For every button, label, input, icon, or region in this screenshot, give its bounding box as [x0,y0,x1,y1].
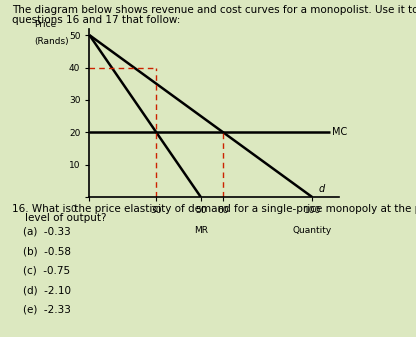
Text: (a)  -0.33: (a) -0.33 [23,226,71,237]
Text: Quantity: Quantity [293,226,332,235]
Text: (c)  -0.75: (c) -0.75 [23,266,70,276]
Text: d: d [319,184,325,194]
Text: level of output?: level of output? [12,213,107,223]
Text: 16. What is the price elasticity of demand for a single-price monopoly at the pr: 16. What is the price elasticity of dema… [12,204,416,214]
Text: The diagram below shows revenue and cost curves for a monopolist. Use it to answ: The diagram below shows revenue and cost… [12,5,416,15]
Text: MR: MR [194,226,208,235]
Text: (b)  -0.58: (b) -0.58 [23,246,71,256]
Text: (Rands): (Rands) [35,37,69,46]
Text: 0: 0 [70,205,76,214]
Text: MC: MC [332,127,348,137]
Text: (d)  -2.10: (d) -2.10 [23,285,71,295]
Text: (e)  -2.33: (e) -2.33 [23,305,71,315]
Text: Price: Price [35,20,57,29]
Text: questions 16 and 17 that follow:: questions 16 and 17 that follow: [12,15,181,25]
